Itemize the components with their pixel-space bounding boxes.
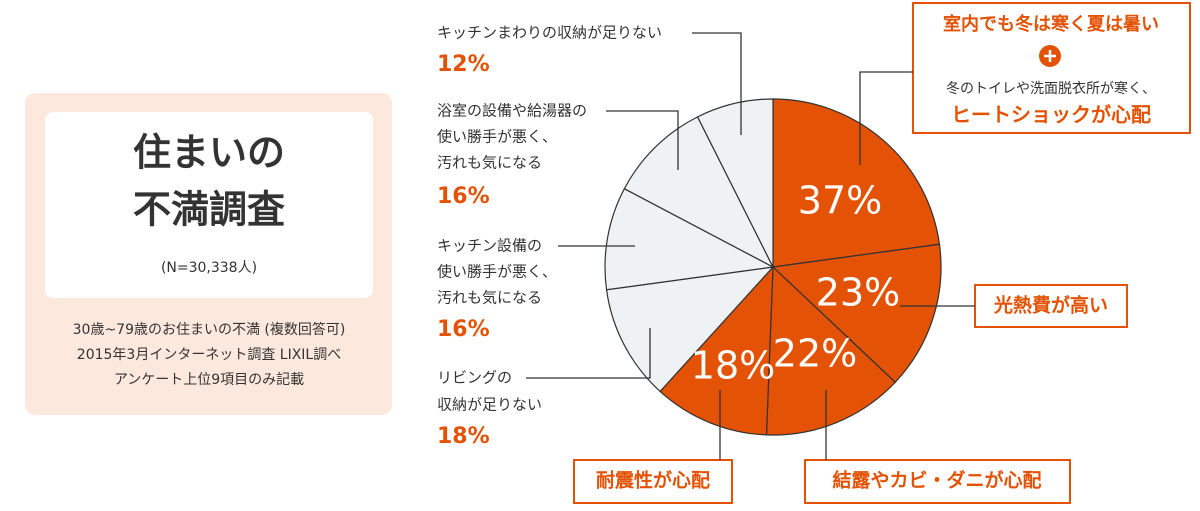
connector xyxy=(692,32,742,135)
pie-slice xyxy=(771,243,942,384)
category-label: リビングの xyxy=(437,369,512,387)
category-label: 使い勝手が悪く、 xyxy=(437,128,557,146)
category-label: キッチンまわりの収納が足りない xyxy=(437,24,662,42)
connector xyxy=(606,110,679,170)
title-box xyxy=(45,112,373,298)
connector xyxy=(859,71,913,165)
category-label: 浴室の設備や給湯器の xyxy=(437,102,587,120)
connector xyxy=(526,328,651,379)
category-label: 汚れも気になる xyxy=(437,154,542,172)
slice-value-label: 37% xyxy=(798,179,882,223)
value-label: 16% xyxy=(437,317,490,342)
panel-subtitle: (N=30,338人) xyxy=(161,260,257,276)
callout-boxes xyxy=(573,2,1191,504)
panel-note: 30歳~79歳のお住まいの不満 (複数回答可) xyxy=(73,321,346,338)
pie-slice xyxy=(623,116,775,269)
slice-value-label: 23% xyxy=(816,271,900,315)
category-label: ヒートショックが心配 xyxy=(951,103,1151,127)
pie-slice xyxy=(696,98,774,268)
category-label: 耐震性が心配 xyxy=(596,469,710,492)
category-label: 結露やカビ・ダニが心配 xyxy=(832,469,1041,492)
panel-note: アンケート上位9項目のみ記載 xyxy=(114,371,304,388)
pie-slice xyxy=(765,265,897,436)
callout-box xyxy=(912,2,1191,134)
panel-note: 2015年3月インターネット調査 LIXIL調べ xyxy=(77,347,341,363)
callout-box xyxy=(974,284,1128,328)
pie-slice xyxy=(605,266,775,393)
panel-title: 住まいの xyxy=(133,131,285,175)
value-label: 18% xyxy=(437,424,490,449)
category-label: 使い勝手が悪く、 xyxy=(437,263,557,281)
category-label: 汚れも気になる xyxy=(437,289,542,307)
panel-title: 不満調査 xyxy=(133,188,285,232)
callout-box xyxy=(804,459,1071,504)
category-label: キッチン設備の xyxy=(437,237,542,255)
slice-value-label: 22% xyxy=(773,332,857,376)
category-label: 冬のトイレや洗面脱衣所が寒く、 xyxy=(946,80,1156,97)
pie-slice xyxy=(772,98,941,268)
plus-icon xyxy=(1039,45,1061,67)
pie-slice xyxy=(659,265,774,436)
pie-slice xyxy=(604,187,775,291)
plus-sign xyxy=(1044,50,1056,62)
value-label: 12% xyxy=(437,52,490,77)
category-label: 室内でも冬は寒く夏は暑い xyxy=(943,13,1159,35)
category-label: 収納が足りない xyxy=(437,396,542,414)
value-label: 16% xyxy=(437,184,490,209)
category-label: 光熱費が高い xyxy=(993,294,1108,317)
connectors xyxy=(526,32,975,460)
callout-box xyxy=(573,459,733,504)
slice-value-label: 18% xyxy=(691,344,775,388)
